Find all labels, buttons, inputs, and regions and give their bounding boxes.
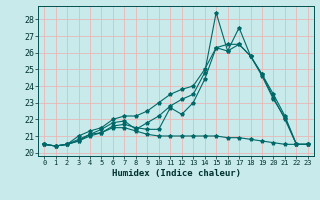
X-axis label: Humidex (Indice chaleur): Humidex (Indice chaleur) <box>111 169 241 178</box>
